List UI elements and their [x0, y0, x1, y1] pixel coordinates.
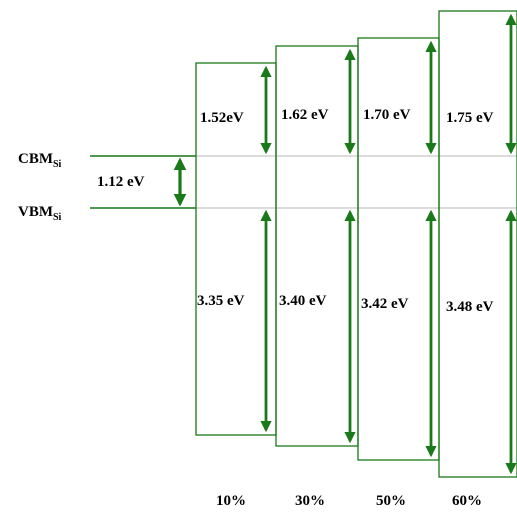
lower-label-col-3: 3.42 eV — [361, 296, 409, 312]
si-gap-label: 1.12 eV — [97, 174, 145, 190]
upper-label-col-1: 1.52eV — [200, 110, 244, 126]
vbm-si-label: VBMSi — [18, 204, 62, 223]
percent-label-col-1: 10% — [216, 493, 246, 509]
lower-label-col-4: 3.48 eV — [446, 299, 494, 315]
lower-label-col-2: 3.40 eV — [279, 293, 327, 309]
box-col-3 — [357, 37, 440, 461]
lower-label-col-1: 3.35 eV — [197, 293, 245, 309]
cbm-si-label: CBMSi — [18, 151, 62, 170]
box-col-2 — [275, 45, 359, 447]
upper-label-col-3: 1.70 eV — [363, 107, 411, 123]
upper-label-col-4: 1.75 eV — [446, 110, 494, 126]
percent-label-col-4: 60% — [452, 493, 482, 509]
percent-label-col-2: 30% — [295, 493, 325, 509]
percent-label-col-3: 50% — [376, 493, 406, 509]
box-col-4 — [438, 10, 517, 478]
upper-label-col-2: 1.62 eV — [281, 107, 329, 123]
